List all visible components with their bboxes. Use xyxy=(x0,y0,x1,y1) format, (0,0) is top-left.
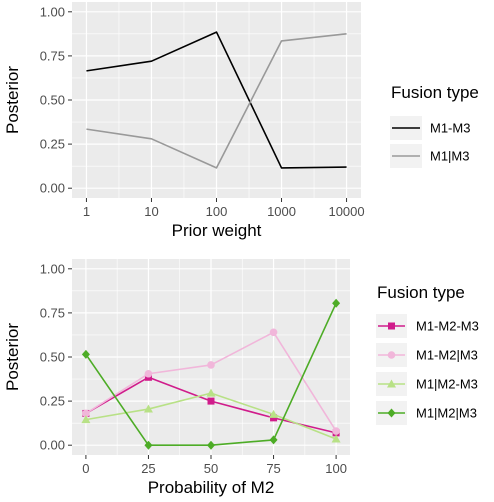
data-point xyxy=(269,409,279,418)
x-axis-title: Probability of M2 xyxy=(148,478,275,497)
y-tick-label: 0.00 xyxy=(40,181,65,196)
legend-title: Fusion type xyxy=(391,83,479,102)
legend: Fusion type M1-M2-M3 M1-M2|M3 M1|M2-M3 M1|M2… xyxy=(376,283,479,425)
legend-label: M1-M2-M3 xyxy=(416,319,479,334)
x-tick-label: 75 xyxy=(266,461,280,476)
series-M1|M3 xyxy=(86,33,347,169)
x-tick-label: 50 xyxy=(204,461,218,476)
data-point xyxy=(143,404,153,413)
data-point xyxy=(270,414,278,422)
data-point xyxy=(207,440,215,450)
series-M1|M2|M3 xyxy=(81,298,341,450)
data-point xyxy=(82,409,90,418)
data-point xyxy=(81,415,91,424)
legend-key-marker xyxy=(387,379,396,388)
y-tick-label: 1.00 xyxy=(40,261,65,276)
data-point xyxy=(331,434,341,443)
x-tick-label: 100 xyxy=(206,204,228,219)
y-axis-title: Posterior xyxy=(3,66,22,134)
series-M1|M2-M3 xyxy=(81,388,341,443)
series-line xyxy=(86,33,347,169)
legend-title: Fusion type xyxy=(377,283,465,302)
series-M1-M2|M3 xyxy=(82,328,340,435)
legend-key-marker xyxy=(387,351,396,359)
x-tick-label: 25 xyxy=(141,461,155,476)
data-point xyxy=(269,328,278,337)
data-point xyxy=(207,397,215,405)
series-M1-M3 xyxy=(86,31,347,169)
data-point xyxy=(206,388,216,397)
x-tick-label: 10000 xyxy=(328,204,364,219)
data-point xyxy=(81,349,90,359)
y-tick-label: 0.50 xyxy=(40,93,65,108)
data-point xyxy=(144,440,153,450)
y-tick-label: 0.50 xyxy=(40,350,65,365)
data-point xyxy=(332,298,341,308)
y-tick-label: 0.25 xyxy=(40,137,65,152)
chart-prior-weight: 0.00 0.25 0.50 0.75 1.00 1 10 100 1000 10000 Prior… xyxy=(3,2,479,240)
x-tick-label: 1000 xyxy=(267,204,296,219)
y-tick-label: 1.00 xyxy=(40,4,65,19)
series-line xyxy=(86,31,347,169)
legend-label: M1|M2-M3 xyxy=(416,377,478,392)
legend-key-marker xyxy=(387,408,396,418)
x-tick-label: 1 xyxy=(83,204,90,219)
legend-key-marker xyxy=(388,322,395,330)
legend-label: M1-M3 xyxy=(430,121,470,136)
chart-probability-m2: 0.00 0.25 0.50 0.75 1.00 0 25 50 75 100 Probabilit… xyxy=(3,259,479,497)
data-point xyxy=(332,427,340,435)
y-tick-label: 0.75 xyxy=(40,305,65,320)
legend-label: M1|M3 xyxy=(430,149,470,164)
data-point xyxy=(144,369,153,378)
x-tick-label: 0 xyxy=(82,461,89,476)
legend-label: M1|M2|M3 xyxy=(416,406,477,421)
x-axis-title: Prior weight xyxy=(172,221,262,240)
legend: Fusion type M1-M3 M1|M3 xyxy=(390,83,479,168)
y-tick-label: 0.25 xyxy=(40,394,65,409)
y-tick-label: 0.75 xyxy=(40,48,65,63)
y-axis-title: Posterior xyxy=(3,323,22,391)
x-tick-label: 10 xyxy=(144,204,158,219)
legend-label: M1-M2|M3 xyxy=(416,348,478,363)
x-tick-label: 100 xyxy=(325,461,347,476)
data-point xyxy=(269,435,278,445)
y-tick-label: 0.00 xyxy=(40,438,65,453)
data-point xyxy=(207,361,215,369)
